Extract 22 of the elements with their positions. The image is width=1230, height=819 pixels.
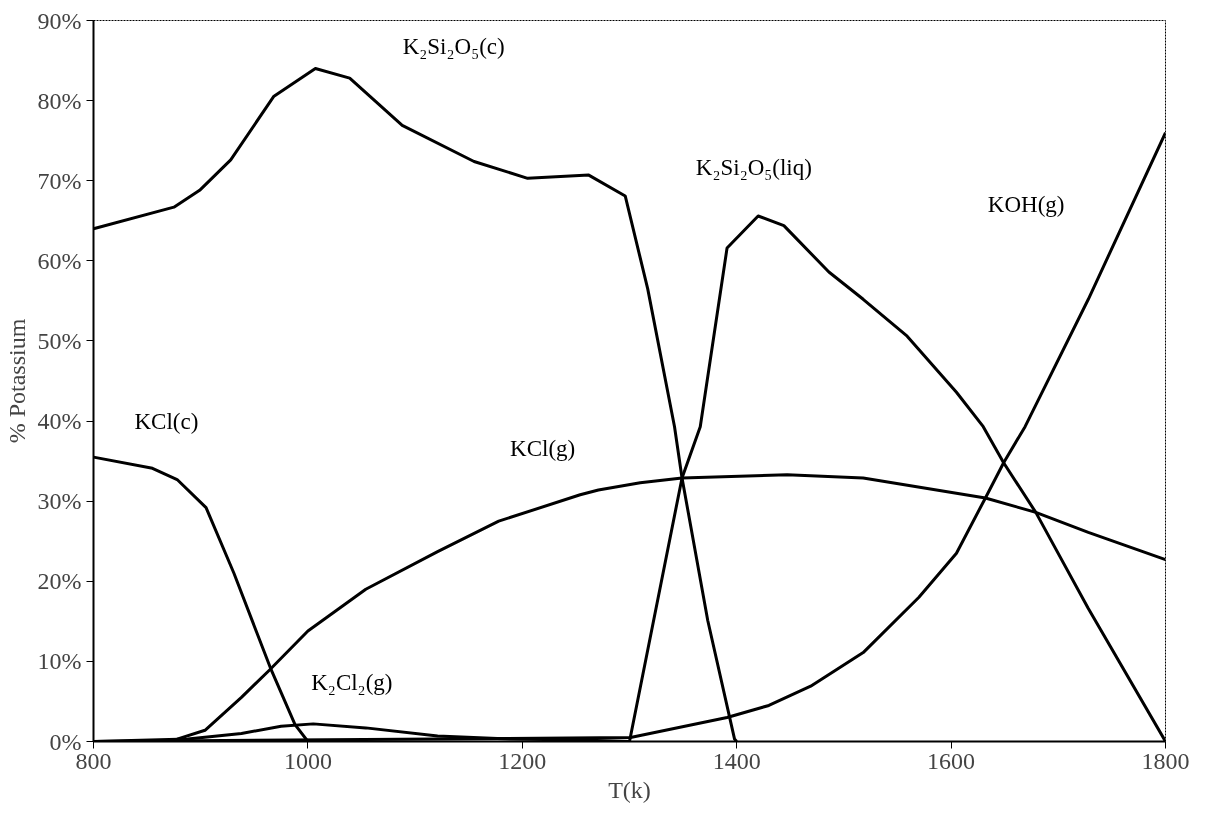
series-label: KCl(g) bbox=[510, 435, 576, 461]
series-label: KCl(c) bbox=[134, 408, 199, 434]
x-axis-title: T(k) bbox=[608, 776, 651, 803]
y-tick-label: 90% bbox=[37, 7, 82, 34]
text: K₂Si₂O₅(c) bbox=[402, 33, 505, 59]
y-tick-label: 40% bbox=[37, 408, 82, 435]
series-label: K₂Cl₂(g) bbox=[311, 669, 393, 695]
x-tick-label: 1600 bbox=[927, 747, 976, 774]
y-tick-label: 10% bbox=[37, 648, 82, 675]
y-tick-label: 80% bbox=[37, 87, 82, 114]
text: KOH(g) bbox=[987, 192, 1065, 218]
y-tick-label: 20% bbox=[37, 568, 82, 595]
x-tick-label: 1200 bbox=[498, 747, 547, 774]
x-tick-label: 1400 bbox=[712, 747, 761, 774]
y-tick-label: 70% bbox=[37, 167, 82, 194]
y-axis-title: % Potassium bbox=[3, 318, 30, 444]
x-tick-label: 1800 bbox=[1141, 747, 1190, 774]
x-tick-label: 1000 bbox=[283, 747, 332, 774]
y-tick-label: 30% bbox=[37, 488, 82, 515]
y-tick-label: 50% bbox=[37, 327, 82, 354]
y-tick-label: 60% bbox=[37, 247, 82, 274]
text: K₂Si₂O₅(liq) bbox=[695, 154, 812, 180]
